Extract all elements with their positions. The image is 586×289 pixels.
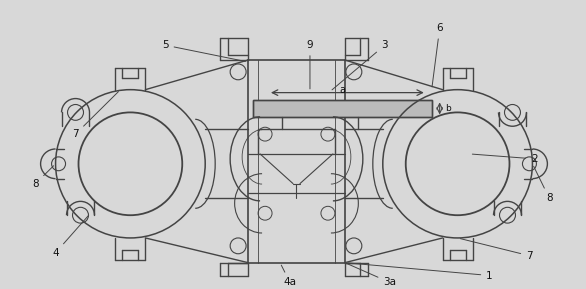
- Text: 2: 2: [472, 154, 538, 164]
- Text: 1: 1: [347, 263, 493, 281]
- Bar: [253, 99, 432, 117]
- Text: 5: 5: [162, 40, 246, 62]
- Text: 4a: 4a: [281, 265, 297, 288]
- Text: 7: 7: [72, 92, 118, 139]
- Text: 8: 8: [32, 166, 53, 189]
- Text: 3: 3: [332, 40, 388, 90]
- Text: 8: 8: [534, 166, 553, 203]
- Text: 7: 7: [461, 239, 533, 261]
- Text: b: b: [445, 104, 451, 113]
- Text: 6: 6: [432, 23, 443, 87]
- Text: 9: 9: [306, 40, 314, 89]
- Text: a: a: [339, 85, 345, 95]
- Bar: [253, 99, 432, 117]
- Bar: [248, 60, 345, 263]
- Text: 4: 4: [52, 215, 88, 258]
- Text: 3a: 3a: [347, 264, 396, 288]
